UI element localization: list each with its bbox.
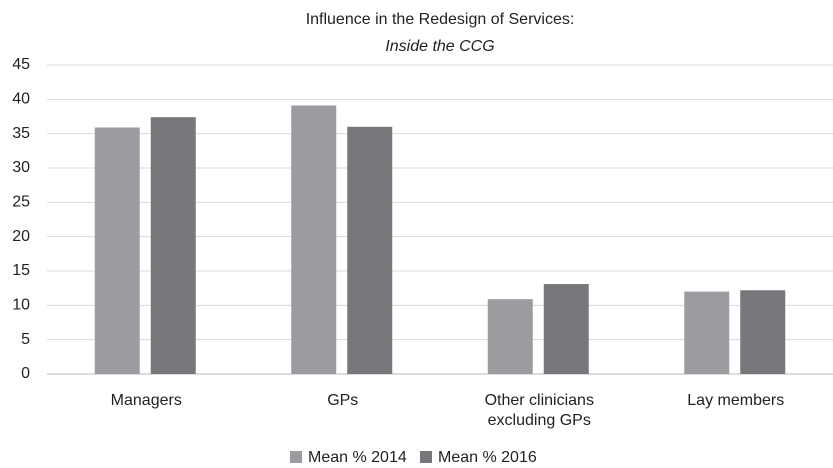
chart-subtitle: Inside the CCG: [385, 38, 494, 55]
legend-swatch: [420, 451, 432, 463]
legend-swatch: [290, 451, 302, 463]
y-tick-label: 15: [12, 262, 30, 279]
y-tick-label: 40: [12, 91, 30, 108]
bar: [740, 290, 786, 374]
y-tick-label: 5: [21, 331, 30, 348]
bar: [347, 126, 393, 374]
bar: [94, 127, 140, 374]
y-tick-label: 10: [12, 297, 30, 314]
x-tick-label: Managers: [110, 392, 182, 409]
bar: [543, 284, 589, 374]
bar: [487, 299, 533, 374]
y-tick-label: 35: [12, 125, 30, 142]
bar: [150, 117, 196, 374]
x-tick-label: GPs: [327, 392, 359, 409]
y-tick-label: 45: [12, 56, 30, 73]
x-tick-label: Lay members: [687, 392, 785, 409]
y-tick-label: 30: [12, 159, 30, 176]
y-tick-label: 0: [21, 365, 30, 382]
chart-title: Influence in the Redesign of Services:: [306, 11, 575, 28]
y-tick-label: 25: [12, 194, 30, 211]
bar: [684, 291, 730, 374]
legend-label: Mean % 2014: [308, 449, 407, 466]
x-tick-label: Other clinicians excluding GPs: [484, 392, 594, 429]
y-tick-label: 20: [12, 228, 30, 245]
bar: [291, 105, 337, 374]
legend-label: Mean % 2016: [438, 449, 537, 466]
